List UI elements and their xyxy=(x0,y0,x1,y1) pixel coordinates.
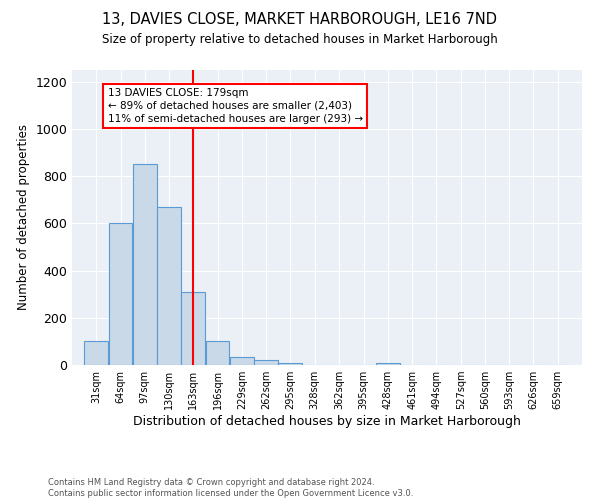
Bar xyxy=(85,342,108,365)
Text: 13, DAVIES CLOSE, MARKET HARBOROUGH, LE16 7ND: 13, DAVIES CLOSE, MARKET HARBOROUGH, LE1… xyxy=(103,12,497,28)
Bar xyxy=(157,207,181,365)
Bar xyxy=(230,356,254,365)
Y-axis label: Number of detached properties: Number of detached properties xyxy=(17,124,30,310)
Bar xyxy=(181,292,205,365)
Text: Size of property relative to detached houses in Market Harborough: Size of property relative to detached ho… xyxy=(102,32,498,46)
Bar xyxy=(206,342,229,365)
Bar xyxy=(376,362,400,365)
Bar xyxy=(254,360,278,365)
Text: Contains HM Land Registry data © Crown copyright and database right 2024.
Contai: Contains HM Land Registry data © Crown c… xyxy=(48,478,413,498)
Bar xyxy=(133,164,157,365)
X-axis label: Distribution of detached houses by size in Market Harborough: Distribution of detached houses by size … xyxy=(133,415,521,428)
Bar xyxy=(109,224,133,365)
Text: 13 DAVIES CLOSE: 179sqm
← 89% of detached houses are smaller (2,403)
11% of semi: 13 DAVIES CLOSE: 179sqm ← 89% of detache… xyxy=(107,88,363,124)
Bar xyxy=(278,362,302,365)
